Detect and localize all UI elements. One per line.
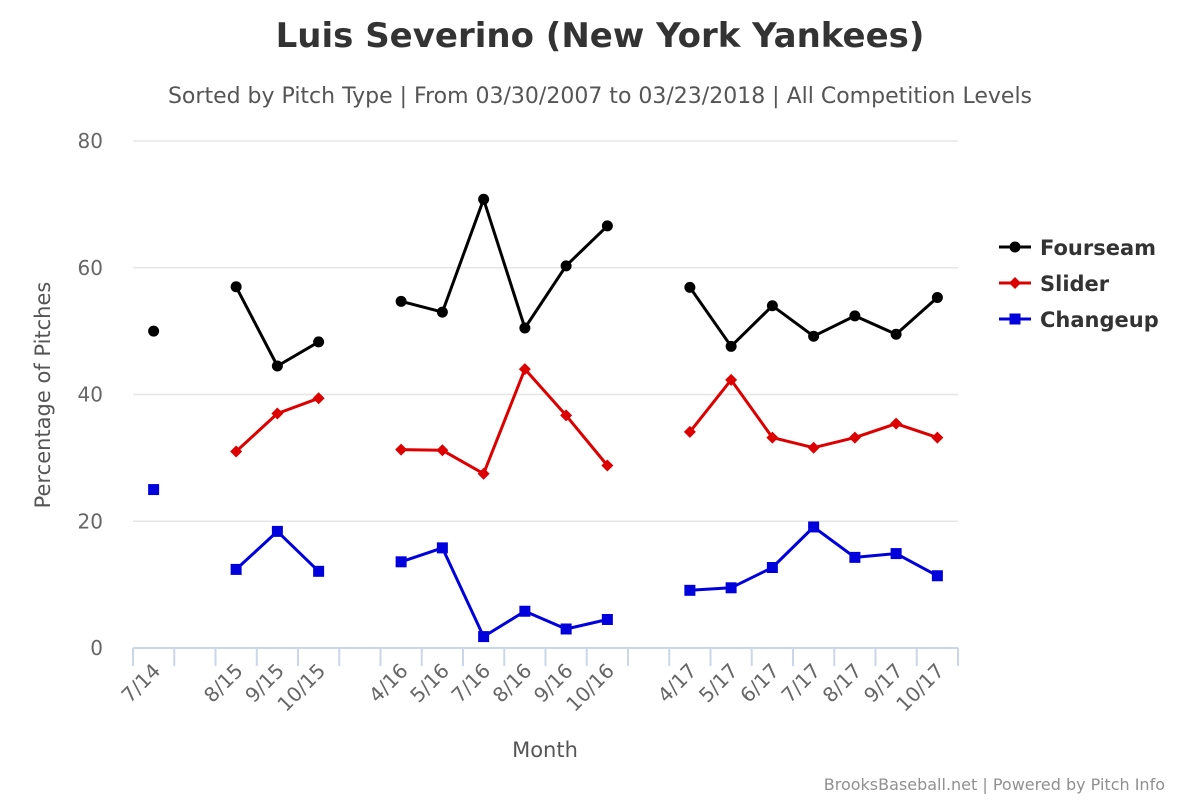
changeup-point xyxy=(931,570,943,582)
y-tick-label: 80 xyxy=(78,129,103,153)
changeup-point xyxy=(313,565,325,577)
y-tick-label: 60 xyxy=(78,256,103,280)
x-tick-label: 6/17 xyxy=(735,659,784,708)
fourseam-point xyxy=(766,300,778,312)
legend: Fourseam Slider Changeup xyxy=(999,236,1159,332)
changeup-point xyxy=(601,613,613,625)
changeup-point xyxy=(849,551,861,563)
fourseam-point xyxy=(601,220,613,232)
fourseam-point xyxy=(436,306,448,318)
grid-lines xyxy=(133,140,958,522)
changeup-point xyxy=(395,556,407,568)
x-tick-label: 7/14 xyxy=(116,659,165,708)
changeup-point xyxy=(766,562,778,574)
x-tick-label: 5/17 xyxy=(694,659,743,708)
changeup-point xyxy=(148,484,160,496)
slider-point xyxy=(890,417,903,430)
legend-label: Slider xyxy=(1040,272,1110,296)
x-tick-label: 10/17 xyxy=(891,659,949,717)
x-tick-label: 4/16 xyxy=(364,659,413,708)
slider-point xyxy=(560,409,573,422)
changeup-point xyxy=(478,631,490,643)
changeup-point xyxy=(271,525,283,537)
slider-point xyxy=(766,431,779,444)
fourseam-point xyxy=(395,295,407,307)
x-tick-label: 8/16 xyxy=(488,659,537,708)
y-tick-label: 0 xyxy=(90,636,103,660)
legend-item-slider[interactable]: Slider xyxy=(999,272,1110,296)
legend-item-changeup[interactable]: Changeup xyxy=(999,308,1159,332)
fourseam-point xyxy=(890,328,902,340)
slider-point xyxy=(518,363,531,376)
slider-point xyxy=(848,431,861,444)
y-tick-label: 40 xyxy=(78,383,103,407)
x-tick-label: 5/16 xyxy=(405,659,454,708)
changeup-point xyxy=(519,605,531,617)
changeup-point xyxy=(230,563,242,575)
fourseam-point xyxy=(560,260,572,272)
fourseam-point xyxy=(684,281,696,293)
legend-marker xyxy=(1009,277,1021,289)
y-tick-label: 20 xyxy=(78,509,103,533)
fourseam-line xyxy=(234,197,939,368)
x-tick-label: 7/16 xyxy=(446,659,495,708)
fourseam-point xyxy=(849,310,861,322)
fourseam-point xyxy=(519,322,531,334)
x-axis-title: Month xyxy=(512,738,578,762)
slider-point xyxy=(312,392,325,405)
x-tick-label: 4/17 xyxy=(653,659,702,708)
slider-point xyxy=(230,445,243,458)
changeup-point xyxy=(560,623,572,635)
fourseam-point xyxy=(725,340,737,352)
fourseam-point xyxy=(931,292,943,304)
slider-point xyxy=(477,467,490,480)
changeup-point xyxy=(890,548,902,560)
series-group xyxy=(148,193,944,643)
changeup-point xyxy=(684,584,696,596)
changeup-point xyxy=(436,542,448,554)
legend-marker xyxy=(1009,241,1021,253)
y-axis-title: Percentage of Pitches xyxy=(31,282,55,509)
fourseam-point xyxy=(808,330,820,342)
chart-title: Luis Severino (New York Yankees) xyxy=(276,16,925,56)
legend-item-fourseam[interactable]: Fourseam xyxy=(999,236,1156,260)
x-tick-label: 10/15 xyxy=(272,659,330,717)
x-tick-label: 7/17 xyxy=(776,659,825,708)
legend-marker xyxy=(1009,313,1021,325)
series-changeup xyxy=(148,484,943,643)
slider-point xyxy=(271,407,284,420)
slider-point xyxy=(931,431,944,444)
series-fourseam xyxy=(148,193,943,372)
slider-point xyxy=(683,425,696,438)
slider-point xyxy=(395,443,408,456)
slider-point xyxy=(601,459,614,472)
fourseam-point xyxy=(478,193,490,205)
fourseam-point xyxy=(313,336,325,348)
fourseam-point xyxy=(148,325,160,337)
chart-subtitle: Sorted by Pitch Type | From 03/30/2007 t… xyxy=(168,84,1032,109)
x-tick-label: 8/17 xyxy=(818,659,867,708)
changeup-line xyxy=(235,525,939,639)
fourseam-point xyxy=(271,360,283,372)
series-slider xyxy=(230,363,944,480)
slider-line xyxy=(235,367,938,476)
changeup-point xyxy=(808,521,820,533)
x-tick-label: 10/16 xyxy=(561,659,619,717)
legend-label: Changeup xyxy=(1040,308,1159,332)
slider-point xyxy=(436,444,449,457)
legend-label: Fourseam xyxy=(1040,236,1156,260)
slider-point xyxy=(725,373,738,386)
changeup-point xyxy=(725,582,737,594)
x-tick-label: 8/15 xyxy=(199,659,248,708)
slider-point xyxy=(807,441,820,454)
chart-credits: BrooksBaseball.net | Powered by Pitch In… xyxy=(824,775,1165,794)
fourseam-point xyxy=(230,281,242,293)
y-axis: 0 20 40 60 80 xyxy=(78,129,103,660)
